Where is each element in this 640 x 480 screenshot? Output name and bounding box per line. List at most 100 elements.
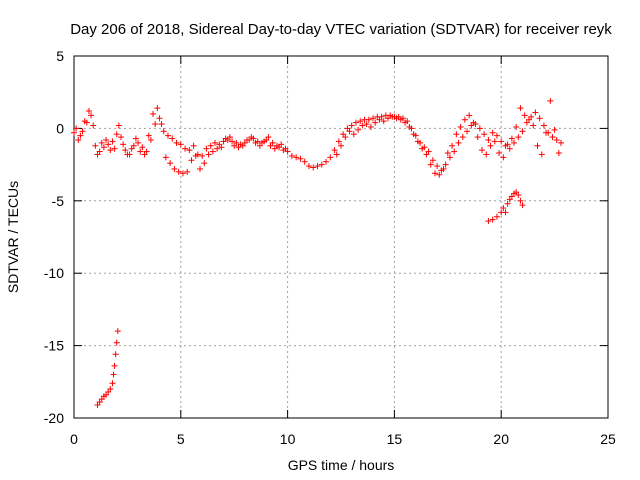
- data-point: [359, 122, 366, 129]
- data-point: [389, 113, 396, 120]
- data-point: [483, 151, 490, 158]
- data-point: [508, 135, 515, 142]
- y-tick-label: -15: [44, 338, 64, 354]
- data-point: [128, 145, 135, 152]
- data-point: [214, 145, 221, 152]
- data-point: [461, 116, 468, 123]
- x-tick-label: 5: [177, 431, 185, 447]
- data-point: [235, 144, 242, 151]
- data-point: [98, 139, 105, 146]
- data-point: [111, 145, 118, 152]
- data-point: [177, 141, 184, 148]
- data-point: [239, 142, 246, 149]
- data-point: [184, 168, 191, 175]
- data-point: [410, 131, 417, 138]
- data-point: [466, 112, 473, 119]
- data-point: [162, 154, 169, 161]
- data-point: [117, 134, 124, 141]
- data-point: [493, 213, 500, 220]
- data-point: [113, 131, 120, 138]
- data-point: [380, 118, 387, 125]
- data-point: [114, 328, 121, 335]
- data-point: [478, 147, 485, 154]
- data-point: [207, 142, 214, 149]
- data-point: [310, 164, 317, 171]
- data-point: [348, 122, 355, 129]
- data-point: [367, 123, 374, 130]
- data-point: [485, 218, 492, 225]
- data-point: [515, 192, 522, 199]
- data-point: [147, 136, 154, 143]
- data-point: [346, 128, 353, 135]
- data-point: [442, 161, 449, 168]
- data-point: [498, 138, 505, 145]
- data-point: [457, 123, 464, 130]
- data-point: [449, 142, 456, 149]
- data-point: [504, 200, 511, 207]
- data-point: [288, 152, 295, 159]
- data-point: [384, 115, 391, 122]
- data-point: [436, 171, 443, 178]
- data-point: [331, 147, 338, 154]
- data-point: [434, 163, 441, 170]
- data-point: [75, 136, 82, 143]
- data-point: [211, 139, 218, 146]
- data-point: [327, 154, 334, 161]
- data-point: [553, 136, 560, 143]
- data-point: [137, 148, 144, 155]
- data-point: [558, 139, 565, 146]
- data-point: [167, 160, 174, 167]
- data-point: [365, 116, 372, 123]
- data-point: [115, 122, 122, 129]
- data-point: [201, 160, 208, 167]
- data-point: [244, 136, 251, 143]
- data-point: [547, 97, 554, 104]
- data-point: [500, 205, 507, 212]
- data-point: [103, 136, 110, 143]
- data-point: [476, 125, 483, 132]
- data-point: [500, 154, 507, 161]
- data-point: [261, 138, 268, 145]
- data-point: [110, 371, 117, 378]
- data-point: [376, 116, 383, 123]
- data-point: [305, 163, 312, 170]
- data-point: [141, 151, 148, 158]
- data-point: [440, 165, 447, 172]
- data-point: [355, 126, 362, 133]
- data-point: [551, 126, 558, 133]
- data-point: [71, 129, 77, 136]
- data-point: [423, 151, 430, 158]
- data-point: [474, 134, 481, 141]
- data-point: [120, 141, 127, 148]
- data-point: [491, 138, 498, 145]
- data-point: [485, 136, 492, 143]
- data-point: [124, 151, 131, 158]
- data-point: [145, 132, 152, 139]
- data-point: [112, 351, 119, 358]
- data-point: [248, 134, 255, 141]
- y-axis-label: SDTVAR / TECUs: [5, 181, 21, 293]
- data-point: [100, 144, 107, 151]
- plot-frame: [73, 55, 609, 419]
- data-point: [446, 154, 453, 161]
- data-point: [372, 119, 379, 126]
- x-tick-label: 20: [493, 431, 509, 447]
- data-point: [113, 339, 120, 346]
- data-point: [135, 139, 142, 146]
- data-point: [370, 115, 377, 122]
- data-point: [470, 119, 477, 126]
- data-point: [363, 121, 370, 128]
- tick-labels: 0 5 10 15 20 25 -20 -15 -10 -5 0 5: [44, 48, 616, 447]
- x-tick-label: 0: [70, 431, 78, 447]
- data-point: [231, 142, 238, 149]
- data-point: [493, 132, 500, 139]
- data-point: [152, 121, 159, 128]
- data-point: [402, 119, 409, 126]
- data-point: [427, 161, 434, 168]
- data-point: [222, 135, 229, 142]
- data-point: [536, 115, 543, 122]
- data-point: [107, 147, 114, 154]
- data-point: [525, 116, 532, 123]
- data-point: [532, 109, 539, 116]
